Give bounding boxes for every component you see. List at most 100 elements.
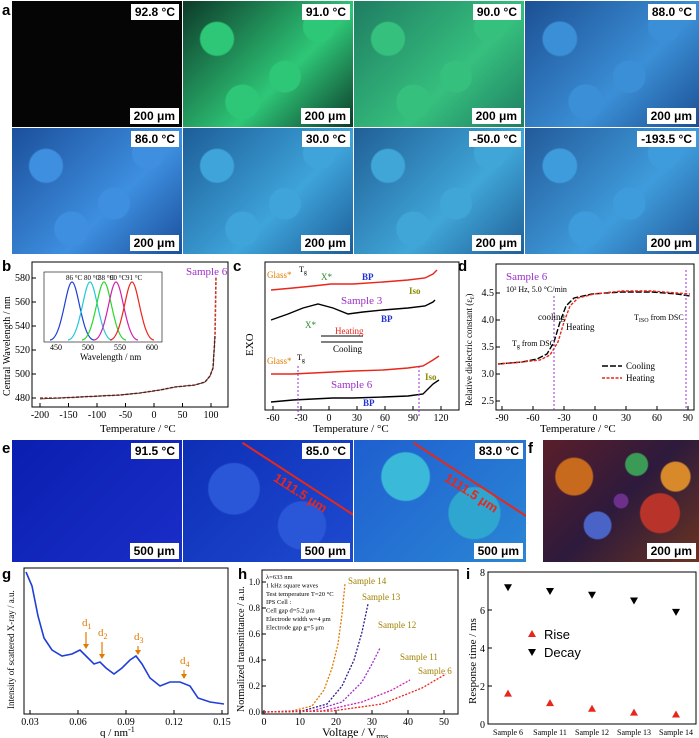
panel-i-y-tick-label: 2 <box>480 682 485 693</box>
panel-i-legend-label: Rise <box>544 627 570 642</box>
panel-i-rise-point <box>504 689 512 697</box>
panel-d-x-tick-label: -90 <box>495 413 508 424</box>
panel-c-tg-2: Tg <box>297 353 305 364</box>
panel-h-note: Cell gap d=5.2 μm <box>266 608 315 615</box>
panel-a-tile-1: 92.8 °C 200 μm <box>12 1 182 127</box>
panel-b-x-tick-label: -50 <box>119 410 132 421</box>
panel-c-bp-2: BP <box>381 314 393 324</box>
panel-b-inset-tick-label: 600 <box>146 343 158 352</box>
panel-i-rise-point <box>672 710 680 718</box>
panel-i-legend-label: Decay <box>544 645 581 660</box>
panel-a-scale-label: 200 μm <box>129 235 179 251</box>
panel-a-temp-label: 86.0 °C <box>130 131 179 147</box>
panel-c-bp-3: BP <box>363 398 375 408</box>
panel-a-tile-5: 86.0 °C 200 μm <box>12 128 182 254</box>
panel-label-i: i <box>466 566 471 583</box>
panel-d-x-tick-label: -60 <box>526 413 539 424</box>
panel-d-x-tick-label: -30 <box>557 413 570 424</box>
panel-c-glass-2: Glass* <box>267 356 292 366</box>
panel-d-x-tick-label: 90 <box>683 413 693 424</box>
panel-c-ylabel: EXO <box>244 333 256 356</box>
panel-d-y-tick-label: 2.5 <box>482 396 495 407</box>
panel-e-scale-label: 500 μm <box>129 543 179 559</box>
panel-i-chart: 0 2 4 6 8 Sample 6 Sample 11 Sample 12 Sample 13… <box>467 568 697 737</box>
panel-e-tile-2: 85.0 °C 500 μm 1111.5 μm <box>183 440 353 562</box>
panel-i-ylabel: Response time / ms <box>467 618 479 704</box>
panel-b-inset-tick-label: 500 <box>82 343 94 352</box>
panel-b-inset-peak <box>109 281 155 341</box>
panel-f-scale: 200 μm <box>646 543 696 559</box>
panel-h-label-sample13: Sample 13 <box>362 592 401 602</box>
panel-b-inset-temp: 88 °C <box>98 274 115 282</box>
panel-h-note: λ=633 nm <box>266 574 293 581</box>
panel-label-h: h <box>238 566 248 583</box>
panel-b-chart: 480 500 520 540 560 580 -200 -150 -100 -50 0 50 100… <box>2 261 229 434</box>
panel-e-temp-label: 83.0 °C <box>474 443 523 459</box>
panel-h-note: Test temperature T=20 °C <box>266 591 334 598</box>
panel-c-iso-1: Iso <box>409 286 421 296</box>
panel-b-y-tick-label: 480 <box>15 393 30 404</box>
panel-d-y-tick-label: 3.0 <box>482 369 495 380</box>
panel-a-tile-2: 91.0 °C 200 μm <box>183 1 353 127</box>
panel-h-y-tick-label: 0.2 <box>249 681 260 691</box>
panel-d-x-tick-label: 30 <box>621 413 631 424</box>
panel-d-legend-cooling: Cooling <box>626 361 656 371</box>
panel-d-sample: Sample 6 <box>506 271 548 283</box>
panel-a-temp-label: -50.0 °C <box>468 131 521 147</box>
panel-a-temp-label: 91.0 °C <box>301 4 350 20</box>
panel-i-x-tick-label: Sample 13 <box>617 728 651 737</box>
panel-e-temp-label: 85.0 °C <box>301 443 350 459</box>
panel-g-x-tick-label: 0.09 <box>117 717 135 728</box>
panel-i-decay-point <box>546 588 554 595</box>
svg-text:d3: d3 <box>134 631 144 645</box>
panel-c-chart: -60 -30 0 30 60 90 120 EXO Temperature / °C Gl… <box>244 261 460 434</box>
panel-label-d: d <box>458 258 468 275</box>
panel-d-y-tick-label: 4.0 <box>482 315 495 326</box>
panel-c-iso-2: Iso <box>425 372 437 382</box>
panel-b-x-tick-label: -150 <box>59 410 77 421</box>
panel-h-curve-sample11 <box>263 679 411 713</box>
panel-g-ylabel: Intensity of scattered X-ray / a.u. <box>6 590 16 709</box>
panel-h-label-sample11: Sample 11 <box>400 652 438 662</box>
panel-h-y-tick-label: 1.0 <box>249 577 261 587</box>
panel-c-glass-1: Glass* <box>267 270 292 280</box>
panel-d-tiso-label: TISO from DSC <box>634 313 684 324</box>
panel-h-y-tick-label: 0.4 <box>249 655 261 665</box>
panel-d-tg-label: Tg from DSC <box>512 339 555 350</box>
panel-b-x-tick-label: 50 <box>178 410 188 421</box>
svg-text:d1: d1 <box>82 617 92 631</box>
panel-c-sample3: Sample 3 <box>341 295 383 307</box>
panel-h-xlabel: Voltage / Vrms <box>322 725 388 738</box>
panel-b-sample: Sample 6 <box>186 266 228 278</box>
panel-b-inset-temp: 80 °C <box>84 274 101 282</box>
panel-i-decay-point <box>588 591 596 599</box>
svg-text:d4: d4 <box>180 655 190 669</box>
panel-b-inset-tick-label: 550 <box>114 343 126 352</box>
panel-e-tile-1: 91.5 °C 500 μm <box>12 440 182 562</box>
panel-d-x-tick-label: 60 <box>652 413 662 424</box>
panel-h-y-tick-label: 0.6 <box>249 629 261 639</box>
panel-b-x-tick-label: 100 <box>204 410 219 421</box>
panel-c-x-tick-label: -60 <box>266 413 279 424</box>
panel-c-x-tick-label: -30 <box>294 413 307 424</box>
panel-d-cooling-curve <box>497 291 691 365</box>
panel-c-x-tick-label: 0 <box>327 413 332 424</box>
panel-e-temp-label: 91.5 °C <box>130 443 179 459</box>
panel-h-note: 1 kHz square waves <box>266 582 319 589</box>
panel-c-x-tick-label: 30 <box>352 413 362 424</box>
panel-h-y-tick-label: 0.8 <box>249 603 261 613</box>
panel-d-legend-heating: Heating <box>626 373 655 383</box>
panel-b-inset-peak <box>81 281 127 341</box>
panel-e-scale-label: 500 μm <box>473 543 523 559</box>
panel-a-temp-label: 90.0 °C <box>472 4 521 20</box>
panel-c-sample6: Sample 6 <box>331 379 373 391</box>
panel-b-inset-peak <box>49 281 95 341</box>
panel-a-temp-label: 92.8 °C <box>130 4 179 20</box>
panel-label-b: b <box>2 258 12 275</box>
panel-c-x-tick-label: 120 <box>434 413 449 424</box>
panel-b-y-tick-label: 500 <box>15 369 30 380</box>
panel-c-bp-1: BP <box>362 272 374 282</box>
panel-h-x-tick-label: 0 <box>262 717 267 728</box>
panel-c-x-tick-label: 90 <box>408 413 418 424</box>
svg-text:d2: d2 <box>98 627 108 641</box>
